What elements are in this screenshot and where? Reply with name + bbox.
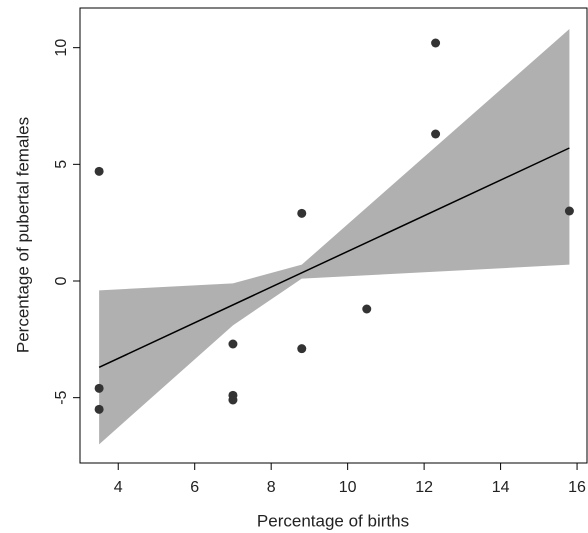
x-tick-label: 16 — [568, 479, 586, 496]
point — [297, 208, 307, 218]
x-tick-label: 6 — [190, 479, 199, 496]
x-tick-label: 8 — [267, 479, 276, 496]
y-tick-label: 0 — [53, 276, 70, 285]
plot-frame — [79, 7, 588, 464]
point — [431, 38, 441, 48]
fit-line — [98, 147, 570, 369]
point — [564, 206, 574, 216]
point — [228, 395, 238, 405]
y-tick-label: -5 — [53, 390, 70, 404]
x-tick-label: 14 — [492, 479, 510, 496]
point — [94, 383, 104, 393]
y-tick-label: 5 — [53, 160, 70, 169]
y-axis-title: Percentage of pubertal females — [13, 117, 32, 353]
point — [297, 344, 307, 354]
y-tick-label: 10 — [53, 39, 70, 57]
point — [362, 304, 372, 314]
x-tick-label: 12 — [415, 479, 433, 496]
confidence-band — [99, 29, 570, 445]
x-tick-label: 10 — [339, 479, 357, 496]
point — [94, 166, 104, 176]
point — [94, 404, 104, 414]
x-tick-label: 4 — [114, 479, 123, 496]
point — [431, 129, 441, 139]
x-axis-title: Percentage of births — [257, 511, 409, 530]
point — [228, 339, 238, 349]
